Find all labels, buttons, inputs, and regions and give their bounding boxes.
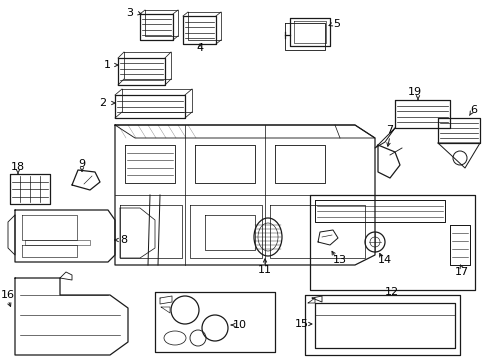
Text: 15: 15: [294, 319, 308, 329]
Text: 12: 12: [384, 287, 398, 297]
Text: 11: 11: [258, 265, 271, 275]
Text: 18: 18: [11, 162, 25, 172]
Text: 8: 8: [120, 235, 127, 245]
Text: 9: 9: [78, 159, 85, 169]
Text: 19: 19: [407, 87, 421, 97]
Text: 4: 4: [196, 43, 203, 53]
Text: 6: 6: [469, 105, 476, 115]
Text: 3: 3: [126, 8, 133, 18]
Text: 1: 1: [103, 60, 110, 70]
Text: 5: 5: [333, 19, 340, 29]
Text: 13: 13: [332, 255, 346, 265]
Text: 2: 2: [99, 98, 106, 108]
Text: 17: 17: [454, 267, 468, 277]
Text: 16: 16: [1, 290, 15, 300]
Text: 7: 7: [386, 125, 393, 135]
Text: 10: 10: [232, 320, 246, 330]
Text: 14: 14: [377, 255, 391, 265]
